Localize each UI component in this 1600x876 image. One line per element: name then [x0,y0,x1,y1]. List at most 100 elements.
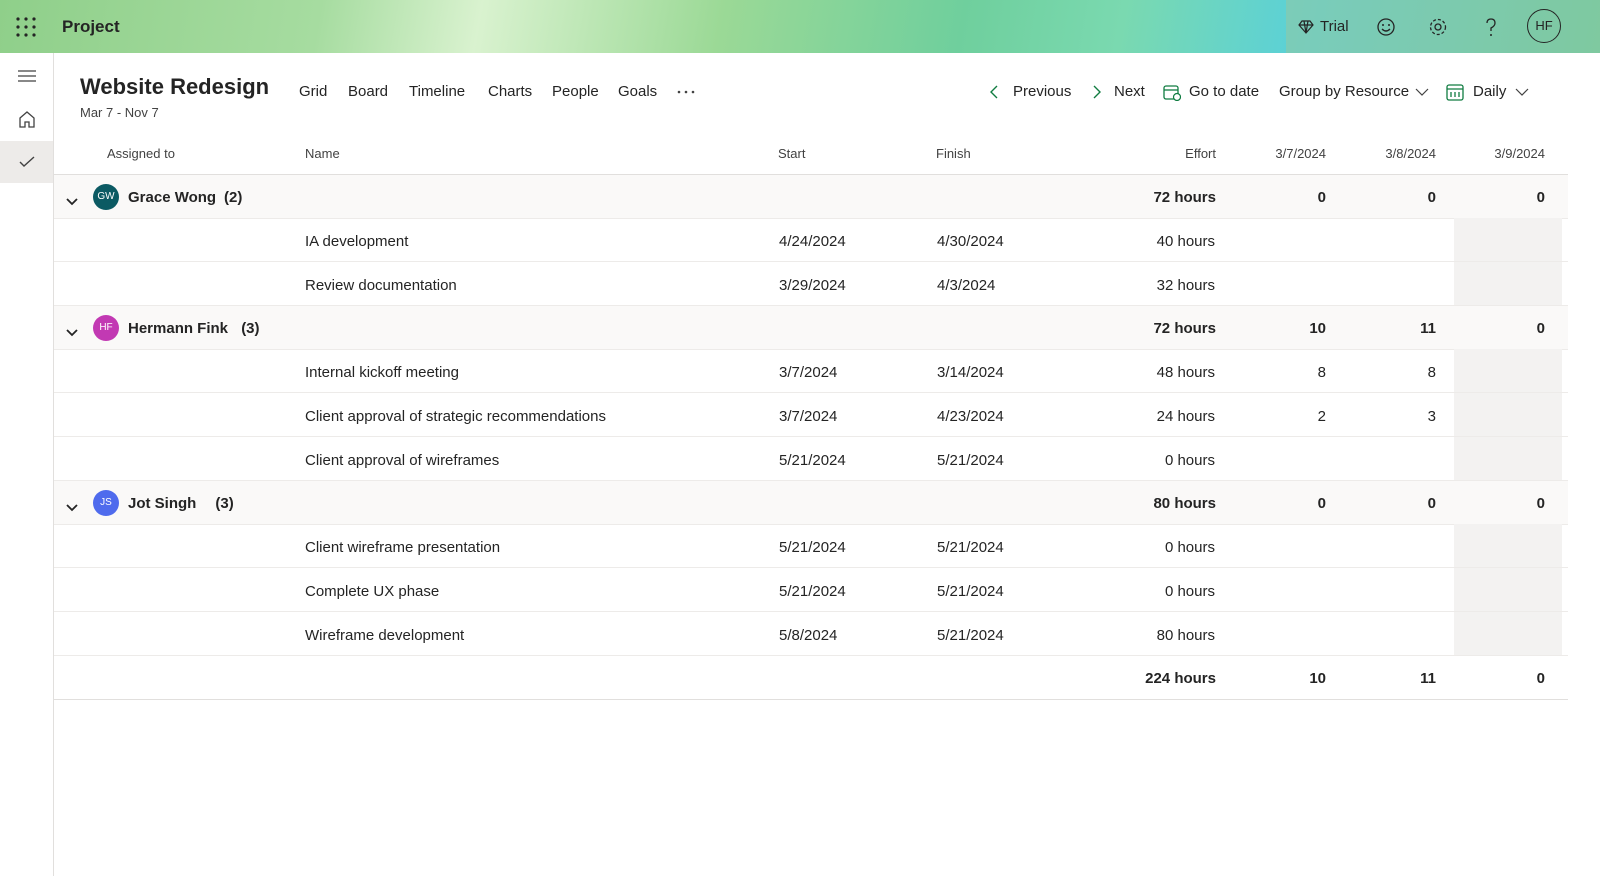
group-day-work: 0 [1536,320,1545,337]
tasks-nav-selected[interactable] [0,141,53,183]
column-header[interactable]: Assigned to [107,146,175,161]
chevron-down [1515,88,1529,96]
home-icon[interactable] [17,109,37,129]
task-name[interactable]: Client approval of wireframes [305,452,500,469]
collapse-chevron[interactable] [66,193,78,206]
task-name[interactable]: Wireframe development [305,627,465,644]
task-effort: 0 hours [1164,452,1215,469]
left-rail [0,53,54,876]
view-tab[interactable]: Board [348,83,389,100]
task-effort: 48 hours [1156,364,1215,381]
menu-icon[interactable] [17,69,37,83]
group-day-work: 0 [1536,495,1545,512]
help-icon[interactable] [1481,17,1501,37]
task-row[interactable] [54,437,1568,481]
task-start: 5/21/2024 [779,583,846,600]
column-header[interactable]: Effort [1185,146,1216,161]
group-day-work: 0 [1427,189,1436,206]
group-row [54,481,1568,525]
trial-button[interactable]: Trial [1320,18,1349,35]
top-bar: Project Trial HF [0,0,1600,53]
group-by-dropdown[interactable]: Group by Resource [1279,83,1410,100]
app-launcher[interactable] [16,17,36,37]
user-avatar[interactable]: HF [1527,9,1561,43]
task-start: 3/29/2024 [779,277,846,294]
task-name[interactable]: Internal kickoff meeting [305,364,459,381]
task-effort: 32 hours [1156,277,1215,294]
previous-icon [990,85,998,99]
resource-count: (2) [224,189,243,206]
task-start: 4/24/2024 [779,233,846,250]
view-tab[interactable]: Timeline [409,83,466,100]
task-finish: 4/3/2024 [937,277,996,294]
task-start: 5/21/2024 [779,539,846,556]
task-start: 3/7/2024 [779,364,838,381]
header-divider [54,174,1568,175]
task-name[interactable]: Review documentation [305,277,457,294]
task-finish: 4/30/2024 [937,233,1004,250]
previous-button[interactable]: Previous [1013,83,1072,100]
settings-icon[interactable] [1428,17,1448,37]
task-effort: 0 hours [1164,583,1215,600]
column-header[interactable]: Name [305,146,340,161]
task-row[interactable] [54,612,1568,656]
next-icon [1093,85,1101,99]
task-day-work: 8 [1317,364,1326,381]
view-tab[interactable]: Charts [488,83,533,100]
check-icon [19,156,35,167]
task-row[interactable] [54,393,1568,437]
column-header[interactable]: 3/9/2024 [1494,146,1545,161]
task-row[interactable] [54,524,1568,568]
group-effort: 72 hours [1153,320,1216,337]
group-day-work: 10 [1309,320,1326,337]
go-to-date-button[interactable]: Go to date [1189,83,1260,100]
task-name[interactable]: IA development [305,233,409,250]
more-tabs[interactable] [677,90,697,94]
weekend-cell [1454,349,1562,392]
task-finish: 4/23/2024 [937,408,1004,425]
task-day-work: 8 [1427,364,1436,381]
scale-dropdown[interactable]: Daily [1473,83,1507,100]
task-row[interactable] [54,262,1568,306]
task-start: 3/7/2024 [779,408,838,425]
column-header[interactable]: Finish [936,146,971,161]
resource-avatar: GW [93,184,119,210]
next-button[interactable]: Next [1114,83,1145,100]
weekend-cell [1454,612,1562,655]
resource-name: Hermann Fink [128,320,229,337]
task-finish: 5/21/2024 [937,583,1004,600]
project-title: Website Redesign [80,74,270,99]
task-effort: 0 hours [1164,539,1215,556]
column-header[interactable]: Start [778,146,806,161]
column-header[interactable]: 3/8/2024 [1385,146,1436,161]
project-dates: Mar 7 - Nov 7 [80,105,159,120]
task-day-work: 3 [1427,408,1436,425]
app-name[interactable]: Project [62,17,120,36]
task-row[interactable] [54,568,1568,612]
collapse-chevron[interactable] [66,499,78,512]
scale-icon [1446,84,1464,101]
view-tab[interactable]: Grid [299,83,328,100]
task-name[interactable]: Client wireframe presentation [305,539,501,556]
task-finish: 3/14/2024 [937,364,1004,381]
task-row[interactable] [54,218,1568,262]
total-day-work: 0 [1536,670,1545,687]
task-name[interactable]: Client approval of strategic recommendat… [305,408,606,425]
collapse-chevron[interactable] [66,324,78,337]
task-row[interactable] [54,349,1568,393]
view-tab[interactable]: Goals [618,83,658,100]
group-day-work: 0 [1317,495,1326,512]
feedback-icon[interactable] [1376,17,1396,37]
group-day-work: 11 [1420,320,1436,337]
task-finish: 5/21/2024 [937,539,1004,556]
group-day-work: 0 [1317,189,1326,206]
resource-avatar: HF [93,315,119,341]
resource-name: Jot Singh [128,495,197,512]
weekend-cell [1454,437,1562,480]
task-effort: 80 hours [1156,627,1215,644]
view-tab[interactable]: People [552,83,599,100]
column-header[interactable]: 3/7/2024 [1275,146,1326,161]
task-name[interactable]: Complete UX phase [305,583,440,600]
task-effort: 40 hours [1156,233,1215,250]
